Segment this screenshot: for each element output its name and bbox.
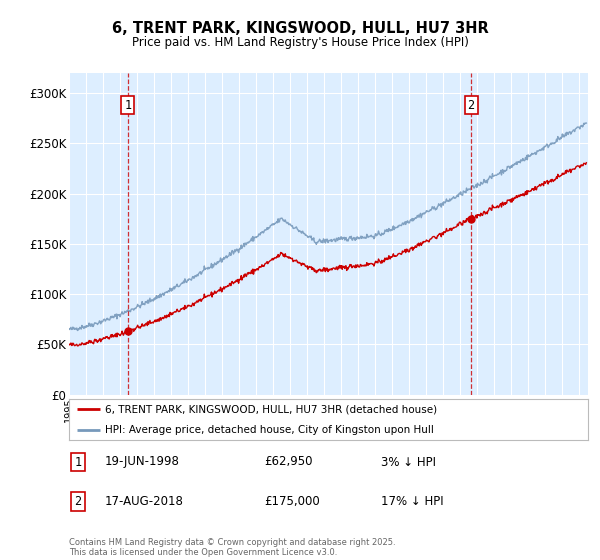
Text: HPI: Average price, detached house, City of Kingston upon Hull: HPI: Average price, detached house, City… [106, 424, 434, 435]
Text: 6, TRENT PARK, KINGSWOOD, HULL, HU7 3HR: 6, TRENT PARK, KINGSWOOD, HULL, HU7 3HR [112, 21, 488, 36]
Text: Price paid vs. HM Land Registry's House Price Index (HPI): Price paid vs. HM Land Registry's House … [131, 36, 469, 49]
Text: Contains HM Land Registry data © Crown copyright and database right 2025.
This d: Contains HM Land Registry data © Crown c… [69, 538, 395, 557]
Text: 17-AUG-2018: 17-AUG-2018 [105, 494, 184, 508]
Text: 6, TRENT PARK, KINGSWOOD, HULL, HU7 3HR (detached house): 6, TRENT PARK, KINGSWOOD, HULL, HU7 3HR … [106, 404, 437, 414]
Text: 17% ↓ HPI: 17% ↓ HPI [381, 494, 443, 508]
Text: 1: 1 [124, 99, 131, 111]
Text: 2: 2 [74, 494, 82, 508]
Text: £62,950: £62,950 [264, 455, 313, 469]
Text: 3% ↓ HPI: 3% ↓ HPI [381, 455, 436, 469]
Text: £175,000: £175,000 [264, 494, 320, 508]
Text: 19-JUN-1998: 19-JUN-1998 [105, 455, 180, 469]
Text: 1: 1 [74, 455, 82, 469]
Text: 2: 2 [467, 99, 475, 111]
